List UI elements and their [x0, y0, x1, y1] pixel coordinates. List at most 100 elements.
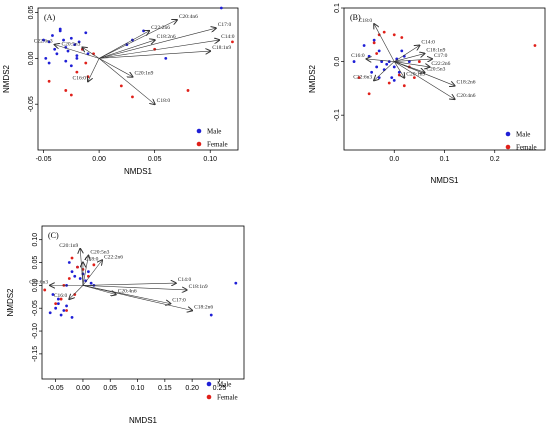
data-point-female	[400, 36, 404, 39]
data-point-male	[164, 56, 168, 60]
vector-label: C22:2n6	[431, 61, 450, 67]
data-point-male	[65, 304, 68, 308]
loading-vector	[98, 58, 132, 76]
loading-vector	[82, 283, 176, 285]
vector-label: C20:5n3	[426, 66, 445, 72]
data-point-male	[59, 313, 63, 317]
loading-vector	[82, 285, 192, 310]
loading-vector	[99, 51, 210, 59]
y-tick-label: 0.0	[334, 57, 341, 67]
data-point-male	[377, 49, 381, 53]
vector-label: C18:0	[157, 98, 171, 104]
loading-vector	[394, 54, 424, 62]
vector-label: C22:2n6	[104, 254, 123, 260]
vector-label: C22:6n3	[34, 39, 53, 45]
x-tick-label: -0.05	[48, 385, 64, 392]
data-point-female	[186, 89, 190, 92]
data-point-male	[142, 29, 145, 33]
loading-vector	[374, 61, 395, 81]
data-point-male	[69, 36, 73, 40]
data-point-male	[66, 49, 70, 53]
data-point-male	[407, 60, 411, 63]
data-point-female	[357, 76, 361, 80]
x-axis-title: NMDS1	[430, 176, 459, 185]
loading-vector	[98, 58, 155, 104]
data-point-female	[382, 30, 386, 34]
vector-label: C18:2n6	[157, 34, 176, 40]
y-tick-label: -0.1	[334, 109, 341, 121]
legend-label: Female	[217, 394, 238, 402]
data-point-male	[73, 274, 77, 278]
y-tick-label: 0.00	[28, 51, 35, 65]
legend-label: Female	[207, 141, 228, 149]
data-point-female	[92, 263, 96, 267]
loading-vector	[374, 24, 395, 62]
data-point-female	[231, 40, 234, 44]
vector-label: C14:0	[178, 277, 192, 283]
data-point-male	[47, 40, 51, 44]
data-point-female	[372, 41, 376, 45]
data-point-female	[47, 79, 51, 83]
data-point-female	[86, 75, 90, 79]
y-tick-label: -0.10	[32, 323, 39, 339]
y-axis-title: NMDS2	[308, 64, 317, 93]
legend-marker-male	[196, 128, 202, 134]
loading-vector	[394, 61, 454, 86]
vector-label: C18:1n9	[212, 45, 231, 51]
legend-label: Male	[516, 131, 530, 139]
data-point-male	[367, 54, 371, 58]
data-point-male	[77, 40, 81, 44]
panel-3: (C) -0.05 0.00 0.05 0.10 0.15 0.20 0.25 -0.15 -0.…	[6, 225, 245, 425]
data-point-female	[377, 33, 381, 37]
loading-vector	[99, 28, 216, 59]
y-tick-label: 0.00	[32, 278, 39, 292]
data-point-female	[375, 52, 379, 55]
vector-label: C16:0	[54, 293, 68, 299]
panel-2: (B) 0.0 0.1 0.2 -0.1 0.0 0.1 NMDS1 NMDS2 C18:0 C14…	[308, 3, 546, 185]
data-point-male	[375, 65, 379, 69]
loading-vector	[394, 61, 454, 100]
y-tick-label: -0.05	[28, 96, 35, 112]
data-point-male	[352, 60, 356, 63]
legend-label: Female	[516, 144, 537, 152]
data-point-female	[412, 76, 416, 80]
data-point-male	[400, 49, 404, 53]
data-point-male	[48, 311, 52, 315]
vector-label: C18:2n6	[194, 304, 213, 310]
x-tick-label: 0.05	[148, 156, 162, 163]
data-point-male	[51, 293, 55, 296]
loading-vector	[55, 45, 100, 59]
vector-label: C17:0	[172, 298, 186, 304]
vector-label: C18:0	[359, 18, 373, 24]
data-point-male	[390, 76, 394, 80]
y-tick-label: 0.05	[32, 256, 39, 270]
data-point-male	[64, 59, 68, 63]
y-axis-title: NMDS2	[6, 288, 15, 317]
x-tick-label: 0.20	[185, 385, 199, 392]
data-point-male	[370, 70, 374, 74]
vector-label: C20:1n9	[134, 71, 153, 77]
legend-marker-male	[206, 381, 212, 387]
vector-label: C14:0	[421, 40, 435, 46]
loading-vector	[88, 58, 100, 81]
loading-vector	[367, 59, 395, 62]
data-point-male	[70, 315, 74, 319]
data-point-male	[75, 54, 79, 58]
legend-label: Male	[207, 128, 221, 136]
x-tick-label: 0.1	[440, 156, 450, 163]
data-point-female	[387, 81, 391, 85]
data-point-male	[219, 6, 223, 10]
x-tick-label: 0.00	[92, 156, 106, 163]
data-point-male	[62, 309, 66, 312]
loading-vector	[394, 46, 419, 62]
y-tick-label: -0.15	[32, 346, 39, 362]
data-point-male	[70, 270, 74, 274]
data-point-male	[44, 56, 48, 60]
data-point-male	[54, 306, 58, 310]
data-point-male	[89, 281, 93, 285]
x-axis-title: NMDS1	[124, 167, 153, 176]
vector-label: C17:0	[218, 22, 232, 28]
panel-1: (A) -0.05 0.00 0.05 0.10 -0.05 0.00 0.05 NMDS1 NM…	[2, 6, 239, 176]
panel-label: (C)	[48, 231, 59, 240]
